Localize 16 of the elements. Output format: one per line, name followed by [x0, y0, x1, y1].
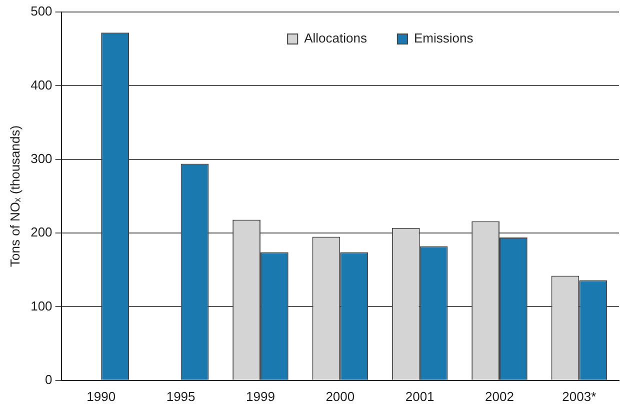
- legend-label: Allocations: [304, 30, 368, 46]
- legend-label: Emissions: [414, 30, 474, 46]
- y-tick-label: 500: [30, 4, 52, 19]
- y-tick-label: 0: [45, 372, 52, 387]
- y-tick-label: 300: [30, 150, 52, 166]
- x-tick-label: 1990: [86, 388, 116, 404]
- y-axis-title: Tons of NOₓ (thousands): [7, 125, 22, 267]
- y-tick-label: 400: [30, 77, 52, 92]
- y-tick-label: 100: [30, 298, 52, 314]
- x-tick-label: 1995: [166, 388, 196, 404]
- x-tick-label: 2001: [405, 388, 434, 404]
- x-tick-label: 2002: [485, 388, 514, 404]
- y-tick-label: 200: [30, 224, 52, 240]
- x-tick-label: 2000: [326, 388, 355, 404]
- x-tick-label: 2003*: [562, 388, 596, 404]
- x-tick-label: 1999: [246, 388, 275, 404]
